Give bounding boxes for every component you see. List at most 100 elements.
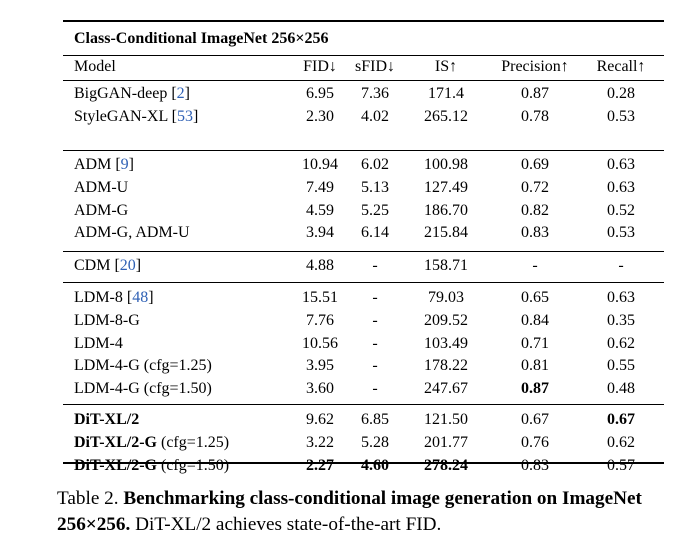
precision-cell: 0.87: [521, 380, 549, 398]
recall-cell: 0.62: [607, 334, 635, 352]
precision-cell: 0.71: [521, 334, 549, 352]
header-model: Model: [74, 58, 116, 75]
fid-cell: 3.22: [306, 433, 334, 451]
group-rule: [63, 251, 664, 252]
model-name: DiT-XL/2-G: [74, 456, 157, 474]
model-name: DiT-XL/2: [74, 411, 140, 428]
model-config: (cfg=1.25): [160, 433, 230, 451]
recall-cell: 0.67: [607, 411, 635, 428]
precision-cell: 0.72: [521, 178, 549, 196]
citation-link[interactable]: 9: [120, 156, 129, 173]
model-name: BigGAN-deep: [74, 85, 168, 102]
header-rule: [63, 80, 664, 81]
table-row: ADM-G, ADM-U 3.94 6.14 215.84 0.83 0.53: [63, 222, 664, 244]
sfid-cell: 5.25: [361, 201, 389, 219]
table-row: DiT-XL/2-G (cfg=1.25) 3.22 5.28 201.77 0.76 0…: [63, 432, 664, 454]
recall-cell: 0.55: [607, 357, 635, 375]
model-cell: ADM-G: [74, 200, 128, 222]
group-rule: [63, 282, 664, 283]
table-row: CDM [20] 4.88 - 158.71 - -: [63, 255, 664, 277]
fid-cell: 3.94: [306, 224, 334, 242]
model-cell: ADM [9]: [74, 156, 134, 173]
recall-cell: 0.52: [607, 201, 635, 219]
precision-cell: -: [532, 257, 538, 274]
recall-cell: 0.63: [607, 156, 635, 173]
recall-cell: 0.53: [607, 224, 635, 242]
is-cell: 158.71: [424, 257, 468, 274]
precision-cell: 0.78: [521, 107, 549, 125]
is-cell: 103.49: [424, 334, 468, 352]
citation-link[interactable]: 53: [176, 107, 193, 125]
model-cell: DiT-XL/2-G (cfg=1.25): [74, 432, 229, 454]
model-name: CDM: [74, 257, 111, 274]
model-name: ADM-U: [74, 178, 129, 196]
model-cell: LDM-8-G: [74, 310, 140, 332]
model-name: LDM-4: [74, 334, 123, 352]
model-cell: ADM-U: [74, 177, 128, 199]
table-row: ADM-U 7.49 5.13 127.49 0.72 0.63: [63, 177, 664, 199]
model-config: (cfg=1.50): [143, 380, 212, 398]
model-cell: DiT-XL/2: [74, 409, 139, 431]
header-is: IS↑: [434, 58, 458, 75]
recall-cell: 0.48: [607, 380, 635, 398]
header-recall: Recall↑: [596, 58, 646, 75]
fid-cell: 15.51: [302, 289, 338, 306]
recall-cell: 0.63: [607, 289, 635, 306]
title-rule: [63, 55, 664, 56]
table-row: LDM-8 [48] 15.51 - 79.03 0.65 0.63: [63, 287, 664, 309]
table-row: LDM-4-G (cfg=1.25) 3.95 - 178.22 0.81 0.55: [63, 355, 664, 377]
table-row: ADM-G 4.59 5.25 186.70 0.82 0.52: [63, 200, 664, 222]
model-cell: DiT-XL/2-G (cfg=1.50): [74, 455, 229, 477]
precision-cell: 0.76: [521, 433, 549, 451]
table-row: LDM-8-G 7.76 - 209.52 0.84 0.35: [63, 310, 664, 332]
model-name: StyleGAN-XL: [74, 107, 168, 125]
model-name: ADM-G: [74, 201, 129, 219]
recall-cell: 0.28: [607, 85, 635, 102]
sfid-cell: 7.36: [361, 85, 389, 102]
model-cell: LDM-8 [48]: [74, 289, 154, 306]
sfid-cell: -: [372, 289, 378, 306]
model-config: (cfg=1.25): [143, 357, 212, 375]
precision-cell: 0.83: [521, 456, 549, 474]
sfid-cell: 5.13: [361, 178, 389, 196]
model-cell: LDM-4: [74, 333, 123, 355]
recall-cell: 0.35: [607, 311, 635, 329]
table-row: ADM [9] 10.94 6.02 100.98 0.69 0.63: [63, 154, 664, 176]
model-cell: StyleGAN-XL [53]: [74, 107, 199, 125]
fid-cell: 10.94: [302, 156, 338, 173]
recall-cell: 0.57: [607, 456, 635, 474]
recall-cell: -: [618, 257, 624, 274]
is-cell: 247.67: [424, 380, 468, 398]
model-name: LDM-8-G: [74, 311, 140, 329]
group-rule: [63, 404, 664, 405]
header-precision: Precision↑: [501, 58, 569, 75]
table-caption: Table 2. Benchmarking class-conditional …: [57, 486, 677, 538]
sfid-cell: -: [372, 334, 378, 352]
sfid-cell: 6.85: [361, 411, 389, 428]
model-cell: BigGAN-deep [2]: [74, 85, 190, 102]
precision-cell: 0.67: [521, 411, 549, 428]
model-name: LDM-4-G: [74, 357, 140, 375]
caption-bold-text: Benchmarking class-conditional image gen…: [57, 488, 642, 535]
citation-link[interactable]: 20: [119, 257, 136, 274]
sfid-cell: -: [372, 380, 378, 398]
citation-link[interactable]: 48: [132, 289, 149, 306]
sfid-cell: 6.02: [361, 156, 389, 173]
sfid-cell: -: [372, 311, 378, 329]
is-cell: 121.50: [424, 411, 468, 428]
model-cell: LDM-4-G (cfg=1.25): [74, 355, 212, 377]
is-cell: 79.03: [428, 289, 464, 306]
top-rule: [63, 20, 664, 22]
sfid-cell: 4.02: [361, 107, 389, 125]
model-cell: LDM-4-G (cfg=1.50): [74, 378, 212, 400]
precision-cell: 0.82: [521, 201, 549, 219]
is-cell: 100.98: [424, 156, 468, 173]
sfid-cell: -: [372, 257, 378, 274]
is-cell: 127.49: [424, 178, 468, 196]
precision-cell: 0.65: [521, 289, 549, 306]
header-row: Model FID↓ sFID↓ IS↑ Precision↑ Recall↑: [63, 56, 664, 78]
is-cell: 178.22: [424, 357, 468, 375]
citation-link[interactable]: 2: [176, 85, 185, 102]
model-name: LDM-8: [74, 289, 123, 306]
precision-cell: 0.69: [521, 156, 549, 173]
